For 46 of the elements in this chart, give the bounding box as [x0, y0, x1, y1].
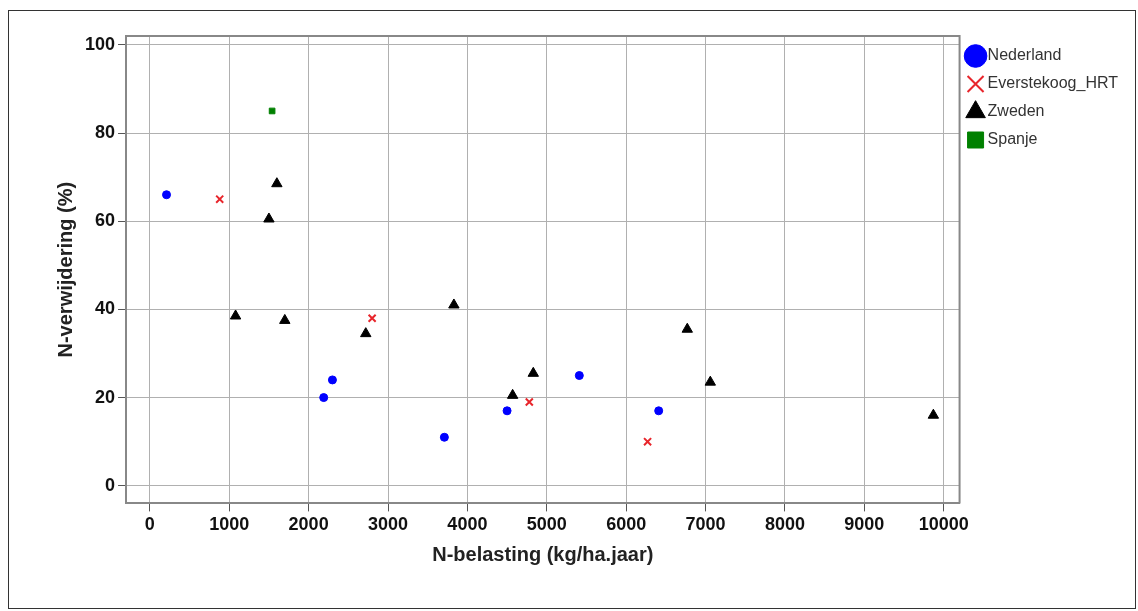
x-tick-label: 3000: [367, 514, 409, 535]
x-tick-label: 8000: [764, 514, 805, 535]
legend-label: Everstekoog_HRT: [987, 74, 1119, 93]
x-axis-title: N-belasting (kg/ha.jaar): [432, 542, 654, 565]
x-tick-label: 0: [144, 514, 155, 535]
point: [229, 309, 242, 320]
x-tick-label: 1000: [209, 514, 250, 535]
point: [263, 212, 275, 223]
point: [681, 322, 693, 333]
y-tick-label: 80: [95, 121, 116, 142]
point: [279, 313, 291, 324]
y-tick-label: 100: [84, 33, 116, 54]
point: [162, 190, 172, 200]
point: [268, 107, 276, 115]
y-tick-label: 40: [95, 298, 116, 319]
x-tick-label: 10000: [918, 514, 969, 535]
point: [271, 177, 283, 188]
x-tick-label: 7000: [685, 514, 726, 535]
point: [927, 408, 940, 419]
point: [215, 194, 225, 204]
point: [524, 397, 534, 407]
point: [367, 313, 377, 323]
point: [527, 366, 539, 377]
x-tick-label: 6000: [606, 514, 647, 535]
x-tick-label: 4000: [447, 514, 488, 535]
point: [360, 327, 372, 338]
y-axis-title: N-verwijdering (%): [53, 181, 76, 358]
legend-label: Zweden: [987, 102, 1045, 120]
point: [506, 388, 519, 399]
y-tick-label: 60: [95, 210, 116, 231]
x-tick-label: 2000: [288, 514, 329, 535]
point: [704, 375, 716, 386]
point: [319, 393, 329, 403]
x-tick-label: 5000: [526, 514, 567, 535]
legend-label: Spanje: [987, 130, 1038, 148]
x-tick-label: 9000: [844, 514, 885, 535]
point: [439, 432, 449, 442]
y-tick-label: 20: [95, 386, 116, 407]
point: [643, 437, 653, 447]
point: [502, 406, 512, 416]
point: [327, 375, 337, 385]
point: [654, 406, 664, 416]
legend-label: Nederland: [987, 46, 1062, 64]
point: [574, 371, 584, 381]
point: [448, 298, 460, 309]
y-tick-label: 0: [105, 474, 116, 495]
